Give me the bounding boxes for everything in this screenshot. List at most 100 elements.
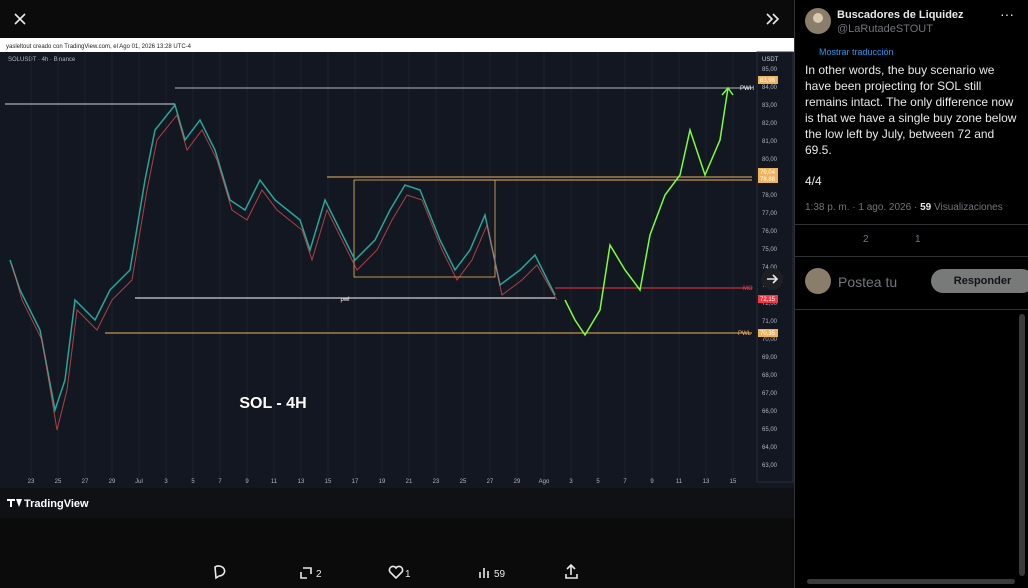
date-label: 23 xyxy=(433,479,440,485)
date-label: 27 xyxy=(487,479,494,485)
media-viewer: yasleltout creado con TradingView.com, e… xyxy=(0,0,794,588)
price-tag-label: 78,88 xyxy=(760,177,776,183)
avatar[interactable] xyxy=(805,8,831,34)
date-label: 11 xyxy=(676,479,683,485)
date-label: 13 xyxy=(703,479,710,485)
projection xyxy=(564,87,729,337)
price-label: 81,00 xyxy=(762,139,778,145)
date-label: 7 xyxy=(623,479,627,485)
price-tag xyxy=(758,295,778,303)
post-panel: Buscadores de Liquidez @LaRutadeSTOUT ··… xyxy=(794,0,1028,588)
price-label: 65,00 xyxy=(762,427,778,433)
date-label: 29 xyxy=(514,479,521,485)
price-tag xyxy=(758,329,778,337)
date-label: 19 xyxy=(379,479,386,485)
price-label: 84,00 xyxy=(762,85,778,91)
chart-header-bar xyxy=(0,38,794,52)
date-label: 29 xyxy=(109,479,116,485)
price-label: 71,00 xyxy=(762,319,778,325)
pwl-label: PWL xyxy=(738,331,752,337)
share-action[interactable] xyxy=(565,563,578,579)
grid: 85,0084,0083,0082,0081,0080,0079,0078,00… xyxy=(28,52,778,485)
handle[interactable]: @LaRutadeSTOUT xyxy=(837,23,933,35)
price-tag-label: 83,98 xyxy=(760,78,776,84)
pwh-label: PWH xyxy=(740,86,754,92)
price-label: 64,00 xyxy=(762,445,778,451)
author[interactable]: Buscadores de Liquidez xyxy=(837,9,964,21)
scrollbar xyxy=(1019,314,1025,576)
post-meta: 1:38 p. m. · 1 ago. 2026 · 59 Visualizac… xyxy=(805,202,1003,213)
translate[interactable]: Mostrar traducción xyxy=(819,47,894,57)
h-scrollbar xyxy=(807,579,1015,584)
symbol: SOLUSDT · 4h · Binance xyxy=(8,57,76,63)
price-label: 66,00 xyxy=(762,409,778,415)
price-track xyxy=(9,103,556,413)
price-label: 63,00 xyxy=(762,463,778,469)
price-label: 78,00 xyxy=(762,193,778,199)
like-count: 1 xyxy=(405,569,411,580)
date-label: 13 xyxy=(298,479,305,485)
price-axis xyxy=(756,51,794,483)
reply-input[interactable]: Postea tu xyxy=(838,274,898,290)
more-button[interactable]: ··· xyxy=(1000,6,1014,22)
reply-button[interactable]: Responder xyxy=(931,269,1028,293)
close-button[interactable] xyxy=(14,13,26,25)
views-action[interactable] xyxy=(479,568,489,578)
brand: TradingView xyxy=(24,498,89,510)
date-label: 25 xyxy=(460,479,467,485)
price-label: 85,00 xyxy=(762,67,778,73)
tv-logo xyxy=(7,499,22,507)
date-label: 3 xyxy=(164,479,168,485)
date-label: 9 xyxy=(650,479,654,485)
date-label: 15 xyxy=(325,479,332,485)
price-tag xyxy=(758,76,778,84)
brand-bar xyxy=(0,488,794,518)
date-label: 25 xyxy=(55,479,62,485)
chart-image xyxy=(0,38,794,518)
price-tag-label: 72,15 xyxy=(760,297,776,303)
zone xyxy=(353,179,496,278)
price-label: 68,00 xyxy=(762,373,778,379)
date-label: 5 xyxy=(596,479,600,485)
pwl-low-label: pwl xyxy=(340,297,349,303)
price-label: 77,00 xyxy=(762,211,778,217)
thread-index: 4/4 xyxy=(805,174,822,188)
price-label: 72,00 xyxy=(762,301,778,307)
projection-arrow xyxy=(721,86,734,96)
like-action[interactable] xyxy=(388,565,404,580)
expand-button[interactable] xyxy=(766,13,780,25)
post-text: In other words, the buy scenario we have… xyxy=(805,63,1017,157)
date-label: Jul xyxy=(135,479,143,485)
date-label: 9 xyxy=(245,479,249,485)
price-tag xyxy=(758,175,778,183)
date-label: 7 xyxy=(218,479,222,485)
chart-header: yasleltout creado con TradingView.com, e… xyxy=(6,44,192,50)
next-icon xyxy=(767,274,779,284)
divider xyxy=(795,256,1028,257)
price-tag xyxy=(758,168,778,176)
view-count: 59 xyxy=(494,569,506,580)
retweet-action[interactable] xyxy=(300,567,312,579)
price-label: 80,00 xyxy=(762,157,778,163)
price-label: 69,00 xyxy=(762,355,778,361)
divider xyxy=(795,224,1028,225)
date-label: 3 xyxy=(569,479,573,485)
views-label: Visualizaciones xyxy=(931,202,1003,213)
annotation: SOL - 4H xyxy=(239,395,306,412)
my-avatar xyxy=(805,268,831,294)
currency: USDT xyxy=(762,57,779,63)
like-count: 1 xyxy=(915,234,921,245)
price-label: 83,00 xyxy=(762,103,778,109)
price-label: 74,00 xyxy=(762,265,778,271)
price-track-shadow xyxy=(11,113,558,431)
date-label: 23 xyxy=(28,479,35,485)
reply-action[interactable] xyxy=(214,565,226,580)
price-label: 70,00 xyxy=(762,337,778,343)
retweet-count: 2 xyxy=(316,569,322,580)
price-label: 76,00 xyxy=(762,229,778,235)
date-label: 21 xyxy=(406,479,413,485)
price-label: 67,00 xyxy=(762,391,778,397)
retweet-count: 2 xyxy=(863,234,869,245)
